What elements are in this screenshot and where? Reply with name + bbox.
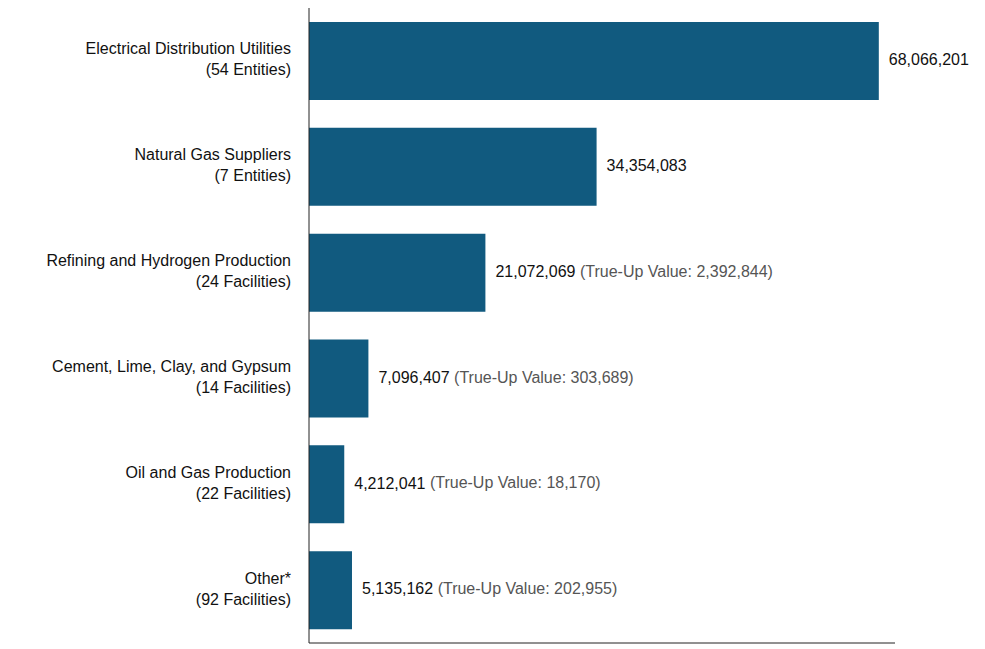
svg-text:Cement, Lime, Clay, and Gypsum: Cement, Lime, Clay, and Gypsum(14 Facili… (52, 358, 291, 396)
svg-text:5,135,162 (True-Up Value: 202,: 5,135,162 (True-Up Value: 202,955) (362, 580, 617, 597)
svg-text:7,096,407 (True-Up Value: 303,: 7,096,407 (True-Up Value: 303,689) (378, 369, 633, 386)
svg-text:34,354,083: 34,354,083 (607, 157, 687, 174)
svg-text:Electrical Distribution Utilit: Electrical Distribution Utilities(54 Ent… (86, 41, 291, 79)
svg-text:Other*(92 Facilities): Other*(92 Facilities) (196, 570, 291, 608)
svg-text:Refining and Hydrogen Producti: Refining and Hydrogen Production(24 Faci… (46, 252, 291, 290)
svg-text:68,066,201: 68,066,201 (889, 51, 969, 68)
svg-text:21,072,069 (True-Up Value: 2,3: 21,072,069 (True-Up Value: 2,392,844) (495, 263, 773, 280)
svg-text:Oil and Gas Production(22 Faci: Oil and Gas Production(22 Facilities) (126, 464, 291, 502)
svg-text:Natural Gas Suppliers(7 Entiti: Natural Gas Suppliers(7 Entities) (134, 146, 291, 184)
svg-text:4,212,041 (True-Up Value: 18,1: 4,212,041 (True-Up Value: 18,170) (354, 475, 600, 492)
